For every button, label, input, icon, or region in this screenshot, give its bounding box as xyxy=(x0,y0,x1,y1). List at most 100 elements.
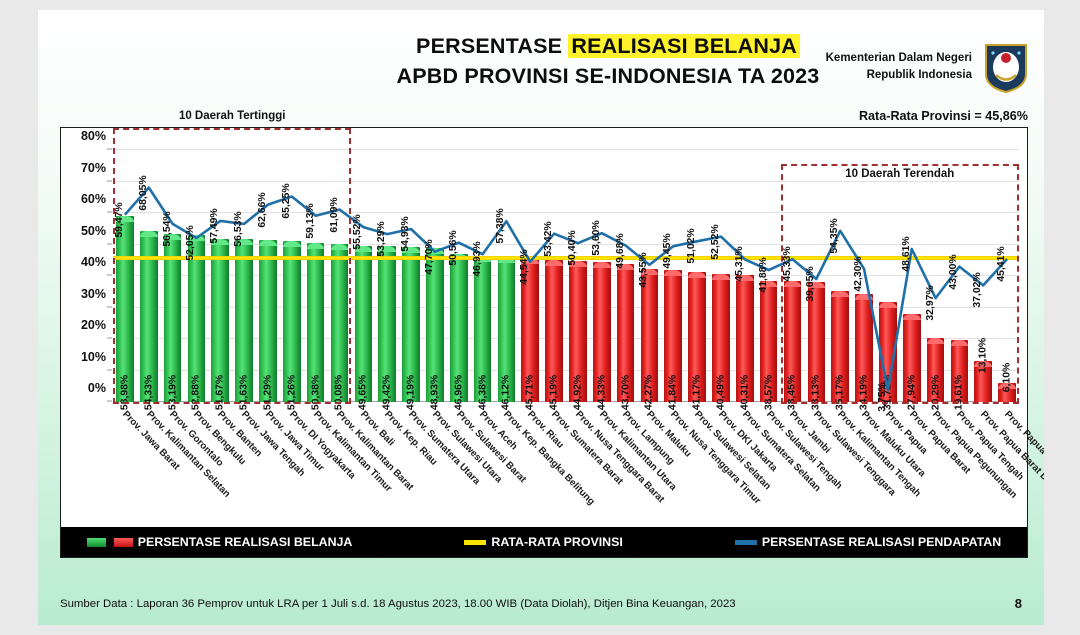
bar-cap xyxy=(592,262,611,269)
bar-value-label: 43,70% xyxy=(620,374,632,411)
bar-slot: 46,12% xyxy=(494,150,518,410)
ministry-line-1: Kementerian Dalam Negeri xyxy=(825,52,972,64)
bar-slot: 49,65% xyxy=(351,150,375,410)
bar-slot: 45,19% xyxy=(542,150,566,410)
y-axis-tick xyxy=(107,180,112,181)
line-value-label: 53,60% xyxy=(590,220,602,256)
page-number: 8 xyxy=(1014,596,1022,611)
y-axis-label: 0% xyxy=(87,381,106,395)
y-axis-tick xyxy=(107,148,112,150)
line-value-label: 50,56% xyxy=(447,230,459,266)
title-line-2: APBD PROVINSI SE-INDONESIA TA 2023 xyxy=(396,63,820,88)
bar-value-label: 48,93% xyxy=(429,374,441,411)
bar-value-label: 40,31% xyxy=(739,374,751,411)
bar-slot: 41,84% xyxy=(661,150,685,410)
legend-swatch-green-icon xyxy=(86,537,106,547)
y-axis-label: 70% xyxy=(80,160,106,175)
bar-value-label: 46,38% xyxy=(477,374,489,411)
y-axis-label: 20% xyxy=(80,318,106,332)
y-axis-tick xyxy=(107,400,112,402)
legend-item-pendapatan[interactable]: PERSENTASE REALISASI PENDAPATAN xyxy=(734,535,1002,549)
line-value-label: 49,45% xyxy=(662,233,674,269)
title-line-1: PERSENTASE REALISASI BELANJA xyxy=(348,32,868,62)
chart-plot-frame: 80% 70% 60% 50% 40% 30% 20% 10% 0% 58,98% 54,33% 5… xyxy=(60,110,1044,558)
y-axis-label: 10% xyxy=(80,349,106,364)
legend-swatch-blue-icon xyxy=(734,539,757,545)
legend-label-rata-rata: RATA-RATA PROVINSI xyxy=(491,535,623,549)
chart-axis-area: 80% 70% 60% 50% 40% 30% 20% 10% 0% 58,98% 54,33% 5… xyxy=(81,110,1019,412)
legend-label-pendapatan: PERSENTASE REALISASI PENDAPATAN xyxy=(761,535,1002,549)
bar-value-label: 44,33% xyxy=(596,374,608,411)
highlight-region-box xyxy=(113,128,352,404)
bar-slot: 43,70% xyxy=(614,150,638,410)
line-value-label: 51,02% xyxy=(686,228,698,264)
source-note: Sumber Data : Laporan 36 Pemprov untuk L… xyxy=(60,597,736,610)
line-value-label: 45,31% xyxy=(733,246,745,282)
y-axis-label: 50% xyxy=(80,223,106,238)
line-value-label: 53,29% xyxy=(376,221,388,257)
line-value-label: 49,68% xyxy=(614,232,626,269)
bar-value-label: 41,84% xyxy=(667,374,679,411)
bar-value-label: 40,49% xyxy=(715,374,727,411)
title-highlight-text: REALISASI BELANJA xyxy=(568,34,800,58)
y-axis-label: 30% xyxy=(80,286,106,301)
bar-value-label: 41,17% xyxy=(691,374,703,411)
y-axis-tick xyxy=(107,211,112,213)
line-value-label: 54,93% xyxy=(400,216,412,252)
bar-slot: 48,93% xyxy=(423,150,447,410)
bar-value-label: 45,19% xyxy=(548,374,560,411)
gridline xyxy=(113,401,1019,402)
page-title: PERSENTASE REALISASI BELANJA APBD PROVIN… xyxy=(348,32,868,91)
legend-swatch-yellow-icon xyxy=(464,539,487,545)
bar-value-label: 45,71% xyxy=(524,374,536,411)
bar-slot: 41,17% xyxy=(685,150,709,410)
bar-cap xyxy=(545,259,563,266)
average-note: Rata-Rata Provinsi = 45,86% xyxy=(858,109,1028,123)
gridline xyxy=(113,149,1019,150)
line-value-label: 43,55% xyxy=(638,252,650,288)
bar-cap xyxy=(712,274,730,281)
bar-slot: 44,92% xyxy=(566,150,590,410)
ministry-line-2: Republik Indonesia xyxy=(866,68,972,81)
bar-value-label: 46,12% xyxy=(500,374,512,411)
bar-cap xyxy=(664,270,683,277)
y-axis-tick xyxy=(107,337,112,339)
legend-item-rata-rata[interactable]: RATA-RATA PROVINSI xyxy=(464,535,623,549)
gridline xyxy=(113,180,1019,182)
y-axis-tick xyxy=(107,274,112,276)
y-axis-label: 80% xyxy=(80,129,106,143)
slide-canvas: PERSENTASE REALISASI BELANJA APBD PROVIN… xyxy=(38,10,1044,625)
line-value-label: 52,52% xyxy=(709,223,721,260)
bar-slot: 40,49% xyxy=(709,150,733,410)
legend-item-belanja[interactable]: PERSENTASE REALISASI BELANJA xyxy=(86,535,353,549)
x-axis-category-labels: Prov. Jawa Barat Prov. Kalimantan Selatan… xyxy=(113,408,1044,526)
bar-value-label: 49,19% xyxy=(405,374,417,411)
kemendagri-logo-icon xyxy=(985,44,1027,94)
legend-label-belanja: PERSENTASE REALISASI BELANJA xyxy=(137,535,353,549)
chart-legend: PERSENTASE REALISASI BELANJA RATA-RATA P… xyxy=(61,527,1027,557)
y-axis-label: 60% xyxy=(80,192,106,206)
line-value-label: 46,93% xyxy=(471,241,483,277)
legend-swatch-red-icon xyxy=(113,537,133,547)
bar-value-label: 49,42% xyxy=(381,374,393,411)
highlight-region-caption: 10 Daerah Terendah xyxy=(845,168,955,180)
bar-value-label: 49,65% xyxy=(357,374,369,411)
y-axis-tick xyxy=(107,369,112,370)
line-value-label: 41,88% xyxy=(757,257,769,293)
bar-cap xyxy=(688,272,706,279)
bar-slot: 46,96% xyxy=(447,150,471,410)
y-axis-tick xyxy=(107,243,112,244)
slide-footer: Sumber Data : Laporan 36 Pemprov untuk L… xyxy=(60,596,1022,611)
bar-value-label: 44,92% xyxy=(572,374,584,411)
y-axis-label: 40% xyxy=(80,255,106,269)
ministry-label: Kementerian Dalam Negeri Republik Indone… xyxy=(826,50,972,83)
line-value-label: 44,54% xyxy=(519,249,531,285)
line-value-label: 57,38% xyxy=(495,208,507,244)
bar-slot: 49,42% xyxy=(375,150,399,410)
line-value-label: 55,52% xyxy=(352,214,364,250)
bar-value-label: 42,27% xyxy=(643,374,655,411)
title-plain-text: PERSENTASE xyxy=(416,34,569,58)
y-axis-tick xyxy=(107,306,112,307)
line-value-label: 50,40% xyxy=(566,230,578,266)
bar-value-label: 46,96% xyxy=(453,374,465,411)
